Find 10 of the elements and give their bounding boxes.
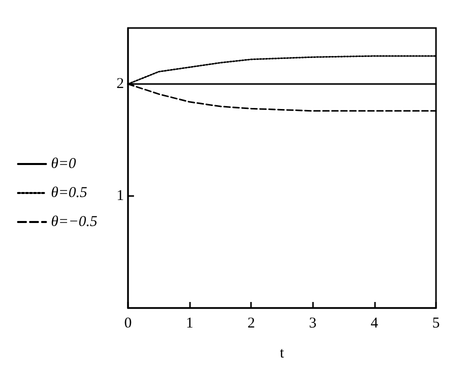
x-tick-label: 0	[124, 316, 132, 332]
x-tick-label: 1	[186, 316, 194, 332]
legend-label: θ=0.5	[51, 185, 88, 201]
x-tick-label: 4	[370, 316, 379, 332]
x-axis-title: t	[280, 346, 285, 362]
x-tick-label: 5	[432, 316, 440, 332]
legend-label: θ=0	[51, 156, 76, 172]
x-tick-label: 3	[309, 316, 317, 332]
x-tick-label: 2	[247, 316, 255, 332]
legend-label: θ=−0.5	[51, 214, 98, 230]
